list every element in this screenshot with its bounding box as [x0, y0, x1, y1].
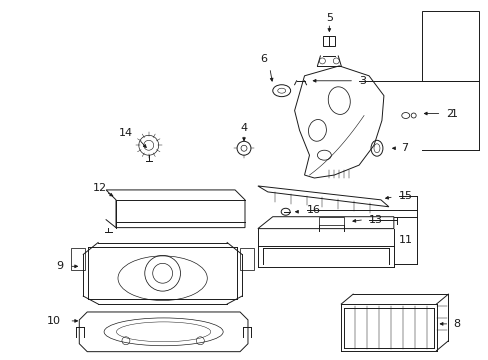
Bar [323, 36, 335, 46]
Bar [421, 11, 478, 81]
Bar [71, 248, 85, 270]
Bar [319, 217, 344, 225]
Text: 11: 11 [398, 234, 412, 244]
Text: 2: 2 [446, 108, 453, 118]
Text: 3: 3 [358, 76, 366, 86]
Bar [240, 248, 253, 270]
Text: 8: 8 [452, 319, 460, 329]
Text: 16: 16 [306, 205, 320, 215]
Text: 15: 15 [398, 191, 412, 201]
Text: 13: 13 [368, 215, 382, 225]
Text: 4: 4 [240, 123, 247, 134]
Text: 5: 5 [325, 13, 332, 23]
Text: 14: 14 [119, 129, 133, 138]
Text: 12: 12 [93, 183, 107, 193]
Text: 7: 7 [400, 143, 407, 153]
Text: 1: 1 [449, 108, 456, 118]
Text: 10: 10 [46, 316, 61, 326]
Text: 6: 6 [259, 54, 266, 64]
Text: 9: 9 [56, 261, 63, 271]
